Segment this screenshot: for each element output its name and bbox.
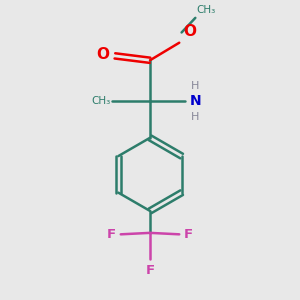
Text: F: F xyxy=(146,264,154,277)
Text: CH₃: CH₃ xyxy=(197,5,216,15)
Text: O: O xyxy=(183,24,196,39)
Text: CH₃: CH₃ xyxy=(91,96,110,106)
Text: F: F xyxy=(184,228,193,241)
Text: H: H xyxy=(191,112,200,122)
Text: H: H xyxy=(191,81,200,91)
Text: N: N xyxy=(190,94,201,108)
Text: F: F xyxy=(107,228,116,241)
Text: O: O xyxy=(97,47,110,62)
